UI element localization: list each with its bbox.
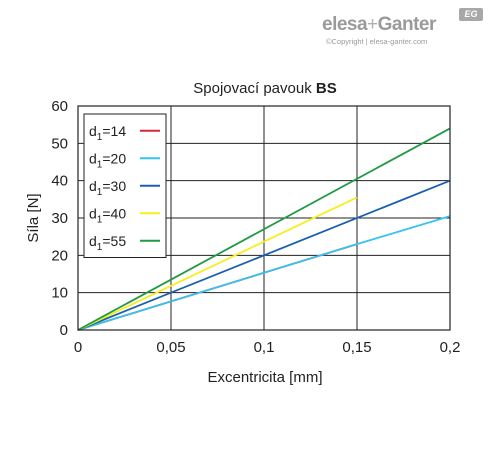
legend-label: d1=55 bbox=[89, 233, 126, 253]
chart-title: Spojovací pavouk BS bbox=[193, 80, 336, 97]
series-layer bbox=[77, 127, 451, 331]
series-line-d1-40 bbox=[77, 196, 358, 331]
brand-logo: elesa+Ganter EG ©Copyright | elesa-gante… bbox=[318, 8, 483, 50]
legend-label: d1=14 bbox=[89, 123, 126, 143]
legend: d1=14 d1=20 d1=30 d1=40 d1=55 bbox=[83, 113, 167, 258]
y-tick-label: 0 bbox=[60, 322, 68, 339]
brand-wordmark: elesa+Ganter bbox=[322, 14, 436, 36]
brand-ganter: Ganter bbox=[377, 14, 437, 35]
brand-badge: EG bbox=[459, 8, 483, 21]
chart-title-main: Spojovací pavouk bbox=[193, 80, 312, 97]
series-line-d1-55 bbox=[77, 127, 451, 331]
legend-label: d1=20 bbox=[89, 150, 126, 170]
plot-frame bbox=[77, 105, 451, 331]
x-tick-label: 0,1 bbox=[254, 339, 275, 356]
y-axis-title: Síla [N] bbox=[25, 193, 42, 242]
copyright-text: ©Copyright | elesa-ganter.com bbox=[326, 37, 428, 46]
series-line-d1-20 bbox=[77, 215, 451, 331]
x-tick-label: 0,05 bbox=[156, 339, 185, 356]
y-tick-label: 50 bbox=[51, 135, 68, 152]
tick-labels: 0 0,05 0,1 0,15 0,2 0 10 20 30 40 50 60 bbox=[51, 98, 460, 356]
x-tick-label: 0,2 bbox=[440, 339, 461, 356]
y-tick-label: 60 bbox=[51, 98, 68, 115]
legend-label: d1=30 bbox=[89, 178, 126, 198]
x-axis-title: Excentricita [mm] bbox=[207, 369, 322, 386]
x-tick-label: 0,15 bbox=[342, 339, 371, 356]
y-tick-label: 20 bbox=[51, 247, 68, 264]
y-tick-label: 30 bbox=[51, 210, 68, 227]
legend-label: d1=40 bbox=[89, 205, 126, 225]
plot-border bbox=[77, 105, 451, 331]
chart-title-bold: BS bbox=[316, 80, 337, 97]
y-tick-label: 40 bbox=[51, 173, 68, 190]
brand-elesa: elesa bbox=[322, 14, 368, 35]
x-tick-label: 0 bbox=[74, 339, 82, 356]
series-line-d1-30 bbox=[77, 179, 451, 331]
brand-plus: + bbox=[367, 14, 378, 35]
y-tick-label: 10 bbox=[51, 285, 68, 302]
